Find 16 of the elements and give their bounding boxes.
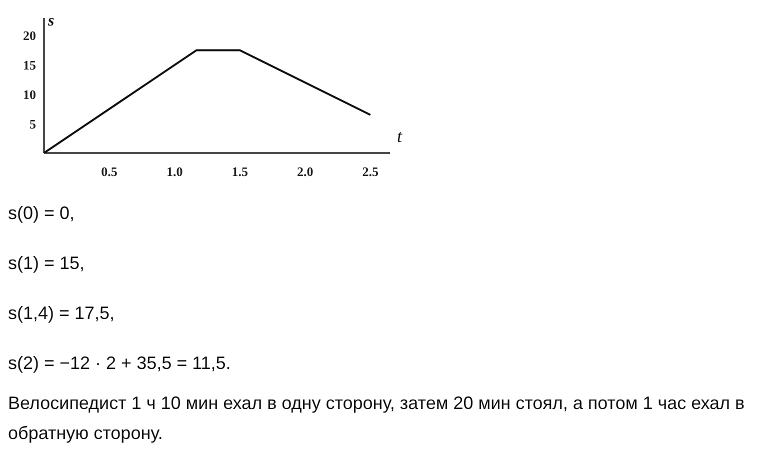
y-tick-label: 10 xyxy=(23,86,36,102)
text: s(1,4) = 17,5, xyxy=(8,302,116,325)
x-tick-label: 1.5 xyxy=(232,164,248,180)
text: s(0) = 0, xyxy=(8,202,76,225)
text: s(1) = 15, xyxy=(8,252,86,275)
y-tick-label: 5 xyxy=(30,116,36,132)
x-tick-label: 0.5 xyxy=(101,164,118,180)
x-axis-title: t xyxy=(396,126,403,146)
text: s(2) = −12 · 2 + 35,5 = 11,5. xyxy=(8,352,232,375)
x-tick-label: 2.0 xyxy=(297,164,314,180)
x-tick-label: 2.5 xyxy=(362,164,380,180)
y-tick-label: 15 xyxy=(23,58,36,73)
text: Велосипедист 1 ч 10 мин ехал в одну сторону, затем 20 мин стоял, а потом 1 час ехал в обратную сторону. xyxy=(8,392,746,445)
y-tick-label: 20 xyxy=(23,28,36,44)
x-tick-label: 1.0 xyxy=(166,164,183,180)
y-axis-title: s xyxy=(47,12,54,30)
